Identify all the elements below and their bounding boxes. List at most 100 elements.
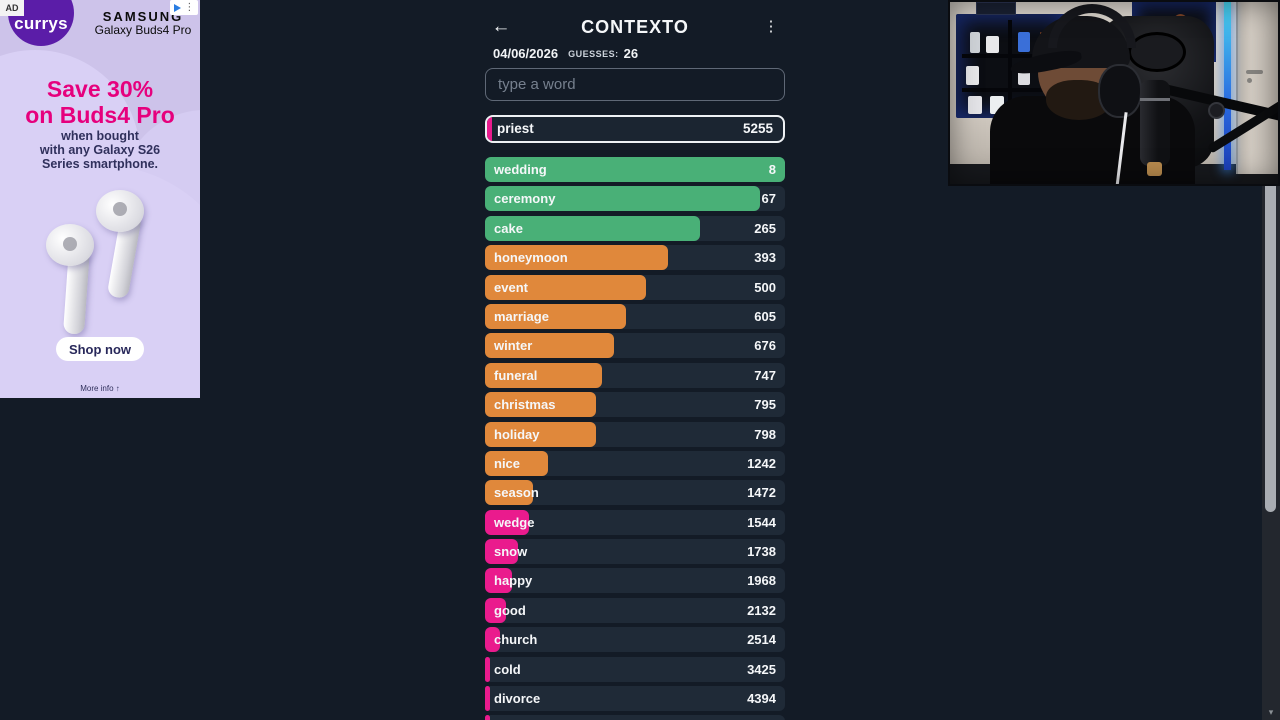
guess-word: wedding	[494, 162, 547, 177]
guess-rank: 393	[754, 250, 776, 266]
guess-word: holiday	[494, 426, 540, 442]
guess-rank: 265	[754, 220, 776, 236]
guess-row: season 1472	[485, 480, 785, 506]
back-button[interactable]: ←	[489, 14, 513, 40]
shelf-item	[986, 36, 999, 53]
ad-headline: Save 30% on Buds4 Pro	[0, 76, 200, 129]
guess-bar	[485, 157, 785, 182]
webcam-door-handle	[1246, 70, 1263, 74]
ad-menu-icon[interactable]: ⋮	[184, 1, 195, 13]
currys-logo-text: currys	[14, 14, 68, 33]
ad-headline-line1: Save 30%	[46, 76, 154, 102]
word-input[interactable]	[485, 68, 785, 101]
guess-bar	[485, 186, 760, 212]
guess-bar	[485, 362, 602, 388]
ad-badge: AD	[0, 0, 24, 16]
guess-word: christmas	[494, 397, 556, 413]
kebab-menu-button[interactable]: ⋮	[759, 14, 783, 40]
guess-row: holiday 798	[485, 421, 785, 447]
scrollbar-down-arrow[interactable]: ▾	[1268, 707, 1274, 717]
guess-rank: 1472	[747, 485, 776, 501]
guess-row: cold 3425	[485, 656, 785, 682]
guess-row: wedge 1544	[485, 509, 785, 535]
banner-ad[interactable]: AD ⋮ currys SAMSUNG Galaxy Buds4 Pro Sav…	[0, 0, 200, 398]
shop-now-button[interactable]: Shop now	[56, 337, 144, 361]
microphone-connector	[1147, 162, 1162, 176]
ad-body-line2: with any Galaxy S26	[39, 142, 161, 157]
guess-bar	[485, 597, 506, 623]
guess-word: winter	[494, 338, 533, 354]
ad-body-line1: when bought	[61, 129, 139, 143]
samsung-logo-text: SAMSUNG	[102, 9, 184, 24]
guess-rank: 8	[768, 162, 776, 177]
guess-bar	[485, 509, 529, 535]
guess-row: nice 1242	[485, 450, 785, 476]
guess-row: good 2132	[485, 597, 785, 623]
guess-bar	[485, 656, 491, 682]
guess-bar	[485, 539, 518, 565]
guess-word: event	[494, 279, 528, 295]
guess-row: marriage 605	[485, 303, 785, 329]
guess-word: funeral	[494, 367, 538, 383]
guess-word: church	[494, 632, 538, 648]
guess-bar	[485, 274, 646, 300]
guess-row: church 2514	[485, 627, 785, 653]
guess-rank: 1544	[747, 514, 776, 530]
guess-row: cake 265	[485, 215, 785, 241]
ad-headline-line2: on Buds4 Pro	[25, 102, 175, 129]
guess-rank: 1738	[747, 544, 776, 560]
guess-bar	[485, 421, 596, 447]
adchoices-icon[interactable]	[173, 3, 181, 12]
game-meta: 04/06/2026 GUESSES: 26	[493, 45, 785, 61]
shelf-item	[968, 96, 982, 114]
webcam-plaque	[976, 2, 1016, 15]
mic-arm-joint	[1208, 102, 1225, 119]
earbud-mesh	[113, 202, 127, 216]
current-guess-row: priest 5255	[485, 115, 785, 143]
game-date: 04/06/2026	[493, 45, 559, 61]
guess-row: winter 676	[485, 333, 785, 359]
webcam-door-lock	[1247, 78, 1252, 83]
guess-rank: 2132	[747, 602, 776, 618]
ad-more-info-link[interactable]: More info ↑	[80, 384, 120, 393]
guess-word: marriage	[494, 308, 549, 324]
guess-rank: 605	[754, 308, 776, 324]
guess-bar	[485, 568, 512, 594]
guess-rank: 676	[754, 338, 776, 354]
current-guess-rank: 5255	[742, 121, 773, 136]
guess-word: happy	[494, 573, 533, 589]
earbuds-image	[20, 186, 180, 336]
guesses-label: GUESSES:	[568, 49, 619, 59]
scrollbar-thumb[interactable]	[1265, 150, 1276, 512]
shelf-item	[970, 32, 980, 53]
ad-controls: ⋮	[170, 0, 198, 15]
guess-bar	[485, 450, 548, 476]
current-guess-word: priest	[497, 121, 534, 136]
guess-row	[485, 715, 785, 720]
guess-row: divorce 4394	[485, 686, 785, 712]
game-header: ← CONTEXTO ⋮	[485, 14, 785, 40]
guess-rank: 795	[754, 397, 776, 413]
webcam-vignette	[950, 2, 1278, 184]
guesses-count: 26	[623, 45, 639, 61]
guess-word: ceremony	[494, 191, 556, 207]
guess-bar	[485, 215, 700, 241]
guess-bar	[485, 392, 596, 418]
guess-rank: 4394	[747, 691, 776, 707]
guess-rank: 500	[754, 279, 776, 295]
guess-word: wedge	[494, 514, 535, 530]
current-guess-bar	[487, 117, 493, 141]
guess-bar	[485, 715, 491, 720]
guess-bar	[485, 627, 500, 653]
guess-rank: 1242	[747, 455, 776, 471]
ad-product-name: Galaxy Buds4 Pro	[94, 23, 192, 37]
guess-word: season	[494, 485, 539, 501]
guess-rank: 1968	[747, 573, 776, 589]
ad-body-text: when bought with any Galaxy S26 Series s…	[0, 129, 200, 171]
microphone	[1140, 80, 1170, 166]
earbud-mesh	[63, 237, 77, 251]
guess-word: honeymoon	[494, 250, 568, 266]
guess-word: snow	[494, 544, 528, 560]
guess-row: happy 1968	[485, 568, 785, 594]
